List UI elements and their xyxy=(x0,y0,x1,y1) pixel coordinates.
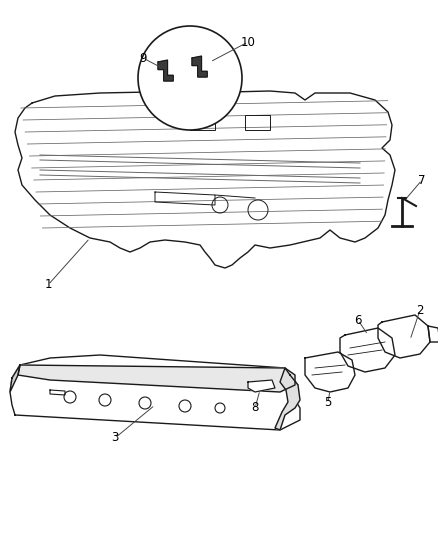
Text: 5: 5 xyxy=(324,397,331,409)
Text: 3: 3 xyxy=(111,432,118,445)
Text: 7: 7 xyxy=(417,174,425,187)
Circle shape xyxy=(138,26,241,130)
Polygon shape xyxy=(427,326,438,342)
Polygon shape xyxy=(158,60,173,81)
Text: 8: 8 xyxy=(251,401,258,415)
Polygon shape xyxy=(247,380,274,392)
Bar xyxy=(190,115,215,130)
Bar xyxy=(244,115,269,130)
Polygon shape xyxy=(10,365,20,392)
Polygon shape xyxy=(304,352,354,392)
Polygon shape xyxy=(377,315,429,358)
Text: 9: 9 xyxy=(139,52,146,64)
Polygon shape xyxy=(339,328,394,372)
Polygon shape xyxy=(18,365,294,392)
Text: 10: 10 xyxy=(240,36,255,49)
Text: 2: 2 xyxy=(415,303,423,317)
Text: 1: 1 xyxy=(44,279,52,292)
Polygon shape xyxy=(191,56,207,77)
Polygon shape xyxy=(10,355,299,430)
Text: 6: 6 xyxy=(353,313,361,327)
Polygon shape xyxy=(15,91,394,268)
Polygon shape xyxy=(274,368,299,430)
